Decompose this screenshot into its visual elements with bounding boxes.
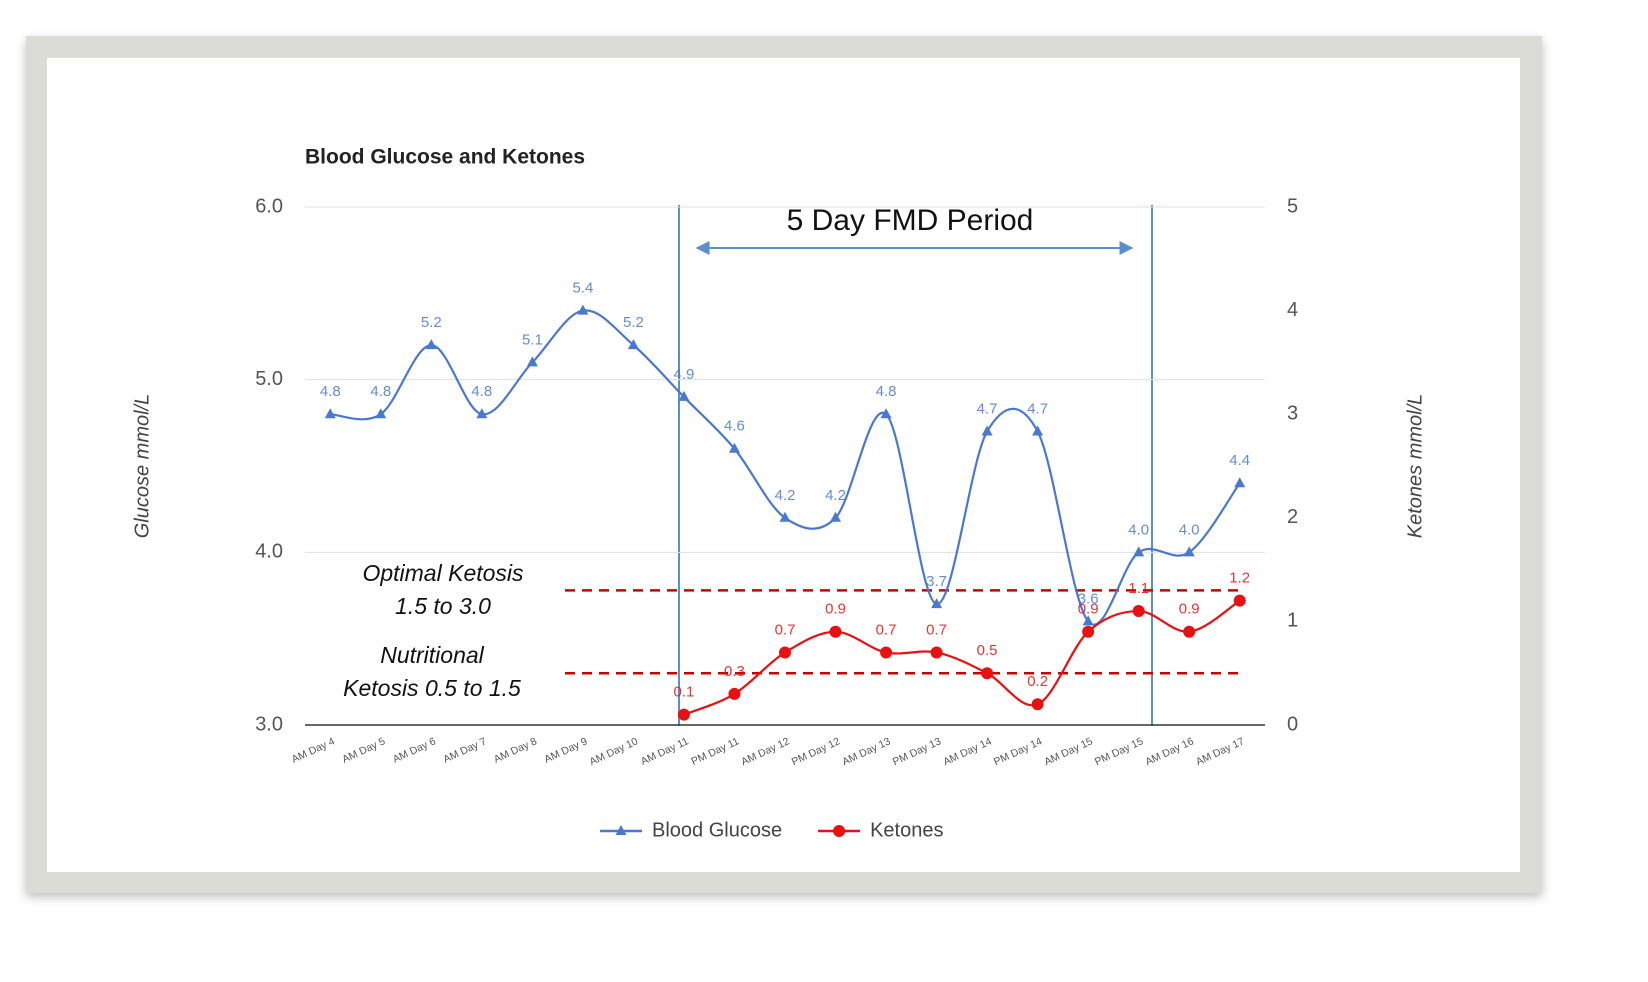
data-label: 4.2 xyxy=(775,487,796,504)
data-label: 0.2 xyxy=(1027,673,1048,690)
point xyxy=(1133,546,1145,557)
point xyxy=(324,408,336,419)
data-label: 0.7 xyxy=(876,621,897,638)
y-axis-title: Glucose mmol/L xyxy=(131,394,153,539)
point xyxy=(678,390,690,401)
point xyxy=(1031,698,1044,711)
point xyxy=(526,356,538,367)
data-label: 3.7 xyxy=(926,573,947,590)
data-label: 5.2 xyxy=(623,314,644,331)
y2-tick-label: 0 xyxy=(1287,713,1298,735)
data-label: 4.9 xyxy=(674,366,695,383)
data-label: 5.2 xyxy=(421,314,442,331)
point xyxy=(1032,425,1044,436)
data-label: 4.0 xyxy=(1128,521,1149,538)
legend-marker xyxy=(833,825,846,837)
data-label: 4.8 xyxy=(876,383,897,400)
data-label: 4.0 xyxy=(1179,521,1200,538)
data-label: 1.2 xyxy=(1229,570,1250,587)
point xyxy=(830,511,842,522)
data-label: 0.9 xyxy=(1179,601,1200,618)
data-label: 0.7 xyxy=(775,621,796,638)
data-label: 0.9 xyxy=(825,601,846,618)
y2-tick-label: 4 xyxy=(1287,299,1298,321)
point xyxy=(930,646,943,659)
data-label: 4.8 xyxy=(320,383,341,400)
point xyxy=(728,687,741,700)
point xyxy=(1082,615,1094,626)
y-tick-label: 5.0 xyxy=(255,368,283,390)
frame-inner xyxy=(47,58,1520,872)
y2-tick-label: 5 xyxy=(1287,195,1298,217)
point xyxy=(728,442,740,453)
data-label: 0.9 xyxy=(1078,601,1099,618)
legend-marker xyxy=(615,825,627,835)
data-label: 4.8 xyxy=(370,383,391,400)
chart-title: Blood Glucose and Ketones xyxy=(305,146,585,169)
data-label: 0.7 xyxy=(926,621,947,638)
data-label: 5.4 xyxy=(572,280,593,297)
y2-tick-label: 2 xyxy=(1287,506,1298,528)
point xyxy=(627,339,639,350)
data-label: 0.1 xyxy=(674,684,695,701)
legend-label: Blood Glucose xyxy=(652,819,782,841)
data-label: 5.1 xyxy=(522,331,543,348)
data-label: 4.8 xyxy=(471,383,492,400)
y-tick-label: 3.0 xyxy=(255,713,283,735)
y2-tick-label: 1 xyxy=(1287,610,1298,632)
point xyxy=(577,304,589,315)
point xyxy=(425,339,437,350)
data-label: 4.6 xyxy=(724,418,745,435)
annotation: Optimal Ketosis xyxy=(362,560,524,586)
data-label: 4.2 xyxy=(825,487,846,504)
y2-tick-label: 3 xyxy=(1287,402,1298,424)
point xyxy=(880,646,893,659)
annotation: 1.5 to 3.0 xyxy=(395,593,491,619)
point xyxy=(880,408,892,419)
point xyxy=(476,408,488,419)
point xyxy=(931,598,943,609)
data-label: 4.7 xyxy=(977,400,998,417)
annotation: Ketosis 0.5 to 1.5 xyxy=(343,675,521,701)
legend-label: Ketones xyxy=(870,819,943,841)
point xyxy=(1082,625,1095,638)
point xyxy=(779,646,791,659)
annotation: Nutritional xyxy=(380,642,484,668)
point xyxy=(829,625,842,638)
y2-axis-title: Ketones mmol/L xyxy=(1404,394,1426,539)
data-label: 1.1 xyxy=(1128,580,1149,597)
data-label: 3.6 xyxy=(1078,590,1099,607)
point xyxy=(1183,625,1196,638)
point xyxy=(779,511,791,522)
point xyxy=(375,408,387,419)
period-label: 5 Day FMD Period xyxy=(787,204,1034,237)
point xyxy=(1233,594,1246,607)
legend: Blood Glucose Ketones xyxy=(600,819,943,841)
point xyxy=(981,425,993,436)
data-label: 4.4 xyxy=(1229,452,1250,469)
data-label: 4.7 xyxy=(1027,400,1048,417)
point xyxy=(1234,477,1246,488)
point xyxy=(981,667,994,680)
data-label: 0.3 xyxy=(724,663,745,680)
point xyxy=(1132,605,1145,618)
point xyxy=(677,708,690,721)
y-tick-label: 6.0 xyxy=(255,195,283,217)
y-tick-label: 4.0 xyxy=(255,541,283,563)
data-label: 0.5 xyxy=(977,642,998,659)
point xyxy=(1183,546,1195,557)
